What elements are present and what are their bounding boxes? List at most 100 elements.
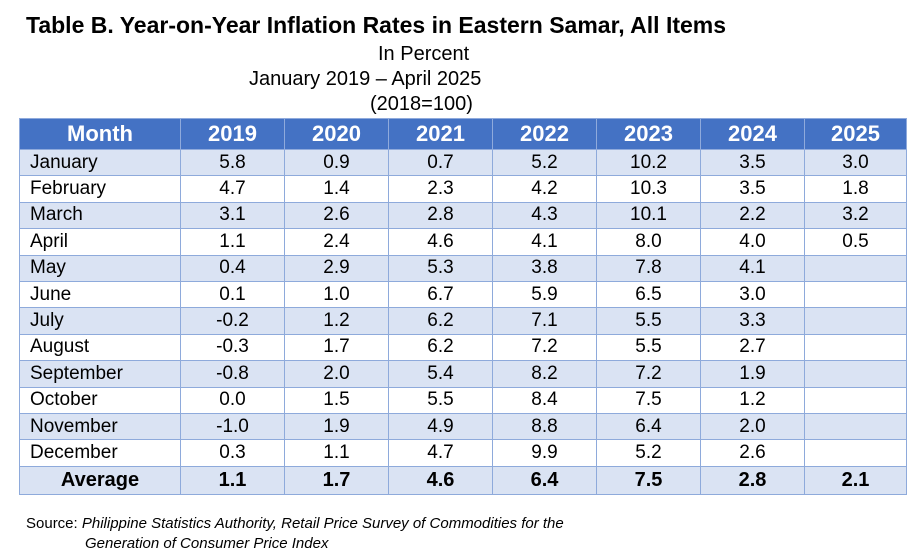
header-year: 2024 — [700, 118, 805, 150]
value-cell — [804, 386, 907, 414]
value-cell: 5.3 — [388, 254, 493, 282]
value-cell: 3.5 — [700, 148, 805, 177]
value-cell: 4.1 — [492, 228, 597, 256]
value-cell: 7.1 — [492, 307, 597, 335]
average-value: 7.5 — [596, 465, 701, 495]
value-cell: 3.0 — [804, 148, 907, 177]
value-cell: 3.8 — [492, 254, 597, 282]
header-year: 2023 — [596, 118, 701, 150]
value-cell: 4.9 — [388, 412, 493, 441]
value-cell: 1.5 — [284, 386, 389, 414]
value-cell: 2.9 — [284, 254, 389, 282]
month-cell: October — [19, 386, 181, 414]
value-cell: 2.3 — [388, 175, 493, 203]
value-cell: 4.7 — [180, 175, 285, 203]
value-cell: 8.0 — [596, 228, 701, 256]
month-cell: May — [19, 254, 181, 282]
value-cell — [804, 307, 907, 335]
table-row: March 3.1 2.6 2.8 4.3 10.1 2.2 3.2 — [19, 201, 907, 230]
value-cell: 5.8 — [180, 148, 285, 177]
table-row: October 0.0 1.5 5.5 8.4 7.5 1.2 — [19, 386, 907, 414]
value-cell: 8.4 — [492, 386, 597, 414]
table-title: Table B. Year-on-Year Inflation Rates in… — [26, 12, 727, 38]
average-value: 6.4 — [492, 465, 597, 495]
value-cell — [804, 439, 907, 467]
value-cell — [804, 360, 907, 388]
value-cell: 0.9 — [284, 148, 389, 177]
value-cell: 7.8 — [596, 254, 701, 282]
month-cell: July — [19, 307, 181, 335]
source-text-line2: Generation of Consumer Price Index — [85, 535, 329, 552]
value-cell — [804, 412, 907, 441]
average-value: 1.1 — [180, 465, 285, 495]
value-cell: 3.0 — [700, 280, 805, 309]
header-year: 2022 — [492, 118, 597, 150]
header-month: Month — [19, 118, 181, 150]
value-cell: 5.2 — [596, 439, 701, 467]
month-cell: February — [19, 175, 181, 203]
value-cell: 6.4 — [596, 412, 701, 441]
value-cell: 7.5 — [596, 386, 701, 414]
month-cell: September — [19, 360, 181, 388]
value-cell: 1.4 — [284, 175, 389, 203]
table-row: April 1.1 2.4 4.6 4.1 8.0 4.0 0.5 — [19, 228, 907, 256]
month-cell: November — [19, 412, 181, 441]
value-cell — [804, 254, 907, 282]
value-cell: 5.5 — [596, 333, 701, 362]
value-cell: 0.1 — [180, 280, 285, 309]
average-value: 2.1 — [804, 465, 907, 495]
value-cell: 6.5 — [596, 280, 701, 309]
value-cell: 1.7 — [284, 333, 389, 362]
value-cell: 1.9 — [700, 360, 805, 388]
average-label: Average — [19, 465, 181, 495]
value-cell: 9.9 — [492, 439, 597, 467]
table-row: September -0.8 2.0 5.4 8.2 7.2 1.9 — [19, 360, 907, 388]
value-cell: 2.8 — [388, 201, 493, 230]
header-year: 2021 — [388, 118, 493, 150]
value-cell: 5.2 — [492, 148, 597, 177]
table-row: November -1.0 1.9 4.9 8.8 6.4 2.0 — [19, 412, 907, 441]
value-cell: 1.0 — [284, 280, 389, 309]
value-cell — [804, 280, 907, 309]
value-cell: 1.2 — [284, 307, 389, 335]
table-body: January 5.8 0.9 0.7 5.2 10.2 3.5 3.0 February 4.7… — [19, 148, 907, 495]
value-cell: 6.2 — [388, 307, 493, 335]
value-cell: 6.7 — [388, 280, 493, 309]
table-row: July -0.2 1.2 6.2 7.1 5.5 3.3 — [19, 307, 907, 335]
table-row: January 5.8 0.9 0.7 5.2 10.2 3.5 3.0 — [19, 148, 907, 177]
value-cell: 0.4 — [180, 254, 285, 282]
header-year: 2025 — [804, 118, 907, 150]
value-cell: 0.7 — [388, 148, 493, 177]
value-cell: 4.3 — [492, 201, 597, 230]
header-year: 2019 — [180, 118, 285, 150]
table-header-row: Month 2019 2020 2021 2022 2023 2024 2025 — [19, 118, 907, 150]
value-cell: 1.9 — [284, 412, 389, 441]
value-cell: 2.6 — [284, 201, 389, 230]
value-cell: 10.3 — [596, 175, 701, 203]
value-cell: 5.5 — [388, 386, 493, 414]
average-value: 1.7 — [284, 465, 389, 495]
value-cell: 4.1 — [700, 254, 805, 282]
table-row: August -0.3 1.7 6.2 7.2 5.5 2.7 — [19, 333, 907, 362]
value-cell: 1.8 — [804, 175, 907, 203]
source-label: Source: — [26, 515, 82, 532]
table-row: May 0.4 2.9 5.3 3.8 7.8 4.1 — [19, 254, 907, 282]
value-cell: -0.8 — [180, 360, 285, 388]
value-cell: -0.2 — [180, 307, 285, 335]
period-subtitle: January 2019 – April 2025 — [249, 68, 482, 90]
value-cell: 2.0 — [700, 412, 805, 441]
value-cell: 5.4 — [388, 360, 493, 388]
source-note: Source: Philippine Statistics Authority,… — [26, 514, 564, 554]
month-cell: April — [19, 228, 181, 256]
value-cell: 2.4 — [284, 228, 389, 256]
value-cell: 5.5 — [596, 307, 701, 335]
value-cell: 7.2 — [492, 333, 597, 362]
month-cell: August — [19, 333, 181, 362]
table-row: June 0.1 1.0 6.7 5.9 6.5 3.0 — [19, 280, 907, 309]
value-cell: 10.1 — [596, 201, 701, 230]
value-cell: 1.2 — [700, 386, 805, 414]
value-cell: 0.3 — [180, 439, 285, 467]
value-cell: 0.0 — [180, 386, 285, 414]
value-cell: 5.9 — [492, 280, 597, 309]
month-cell: March — [19, 201, 181, 230]
